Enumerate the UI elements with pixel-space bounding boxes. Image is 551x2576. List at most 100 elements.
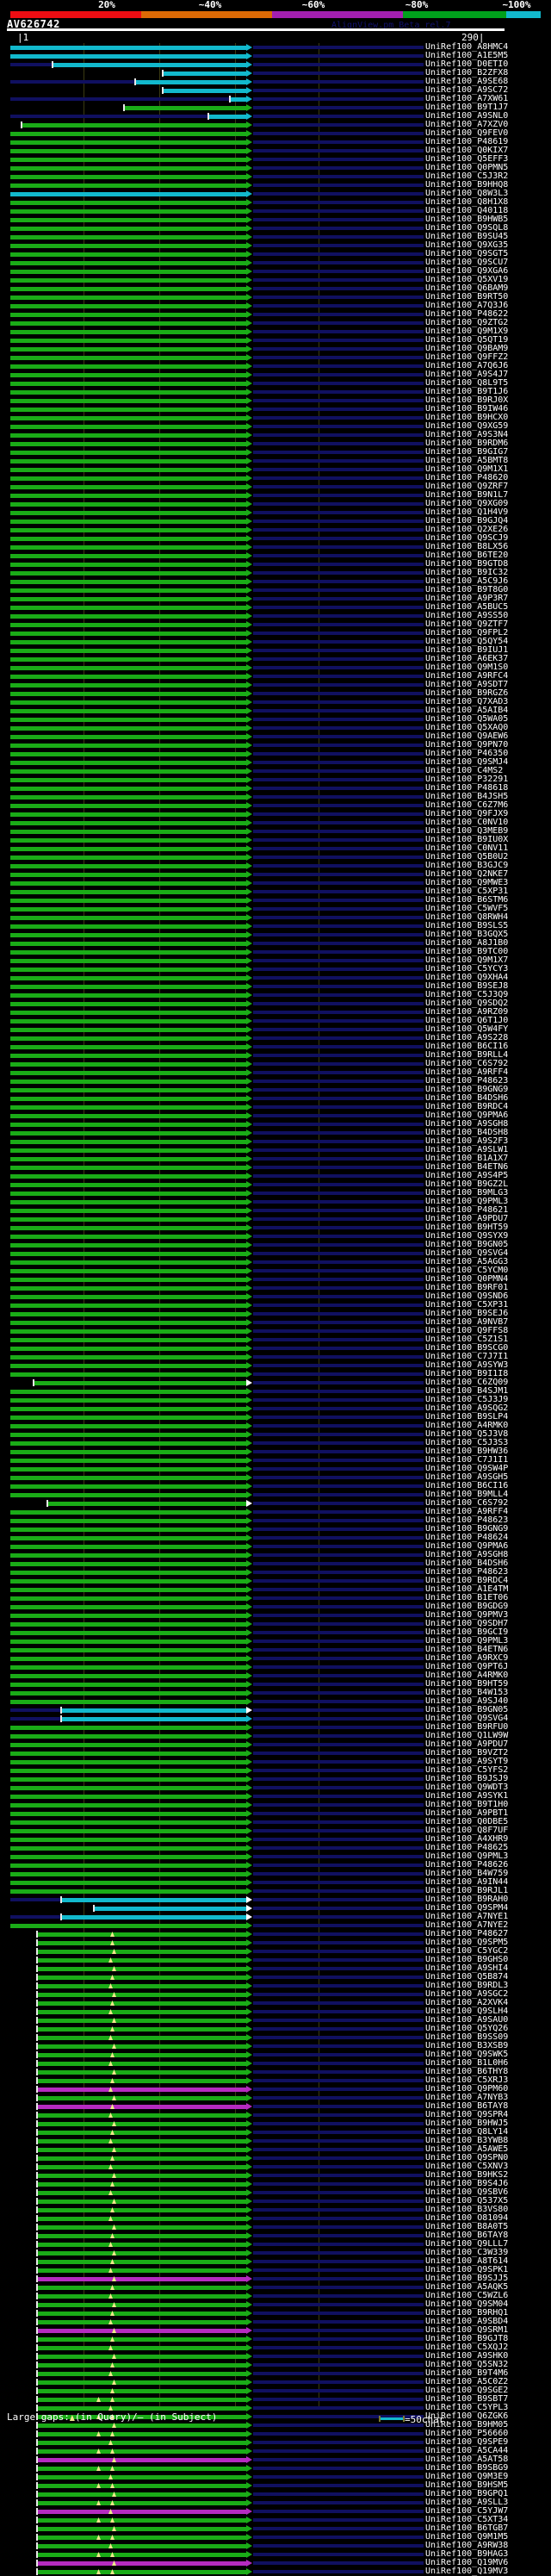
hit-row[interactable]: UniRef100_B9SS09 xyxy=(0,2033,551,2042)
hit-id-label[interactable]: UniRef100_B4ETN6 xyxy=(425,1162,509,1172)
hsp-bar[interactable] xyxy=(164,72,246,76)
hit-id-label[interactable]: UniRef100_C5YGC2 xyxy=(425,1946,509,1956)
hit-row[interactable]: UniRef100_Q9SDQ2 xyxy=(0,999,551,1008)
hsp-bar[interactable] xyxy=(10,1665,246,1670)
hit-id-label[interactable]: UniRef100_B9GNG9 xyxy=(425,1524,509,1534)
hsp-bar[interactable] xyxy=(10,1243,246,1248)
hsp-bar[interactable] xyxy=(38,2010,246,2014)
hsp-bar[interactable] xyxy=(10,451,246,455)
hsp-bar[interactable] xyxy=(38,2561,246,2566)
hit-row[interactable]: UniRef100_A9SLW1 xyxy=(0,1146,551,1154)
hit-row[interactable]: UniRef100_B9HT59 xyxy=(0,1223,551,1232)
hsp-bar[interactable] xyxy=(38,2079,246,2083)
hit-row[interactable]: UniRef100_A7XZV0 xyxy=(0,121,551,129)
hit-row[interactable]: UniRef100_B9TC00 xyxy=(0,948,551,956)
hit-row[interactable]: UniRef100_C5YFS2 xyxy=(0,1766,551,1775)
hit-row[interactable]: UniRef100_B4JSH5 xyxy=(0,793,551,801)
hit-row[interactable]: UniRef100_A9IN44 xyxy=(0,1878,551,1887)
hit-row[interactable]: UniRef100_Q19MV3 xyxy=(0,2567,551,2576)
hit-id-label[interactable]: UniRef100_B2ZFX8 xyxy=(425,68,509,78)
hit-row[interactable]: UniRef100_Q9SVG4 xyxy=(0,1714,551,1723)
hit-row[interactable]: UniRef100_B6THY8 xyxy=(0,2068,551,2076)
hsp-bar[interactable] xyxy=(38,2320,246,2324)
hit-id-label[interactable]: UniRef100_B9GTD8 xyxy=(425,559,509,569)
hit-id-label[interactable]: UniRef100_B9SBT7 xyxy=(425,2394,509,2404)
hsp-bar[interactable] xyxy=(10,1183,246,1187)
hit-id-label[interactable]: UniRef100_A7Q3J6 xyxy=(425,301,509,310)
hsp-bar[interactable] xyxy=(10,1545,246,1549)
hit-row[interactable]: UniRef100_B9HCX0 xyxy=(0,414,551,422)
hsp-bar[interactable] xyxy=(38,2286,246,2290)
hit-row[interactable]: UniRef100_P46350 xyxy=(0,750,551,758)
hit-id-label[interactable]: UniRef100_B9SU45 xyxy=(425,232,509,241)
hit-id-label[interactable]: UniRef100_C5YCM0 xyxy=(425,1266,509,1275)
hit-row[interactable]: UniRef100_B9GJT8 xyxy=(0,2335,551,2343)
hsp-bar[interactable] xyxy=(38,2380,246,2385)
hit-row[interactable]: UniRef100_C5XP31 xyxy=(0,887,551,896)
hsp-bar[interactable] xyxy=(10,588,246,593)
hit-id-label[interactable]: UniRef100_Q9BAM9 xyxy=(425,344,509,353)
hit-id-label[interactable]: UniRef100_B3GQX5 xyxy=(425,930,509,939)
hit-row[interactable]: UniRef100_Q5XAQ0 xyxy=(0,724,551,732)
hit-row[interactable]: UniRef100_Q8W3L3 xyxy=(0,190,551,198)
hit-row[interactable]: UniRef100_B6CI16 xyxy=(0,1042,551,1051)
hit-id-label[interactable]: UniRef100_C5YCY3 xyxy=(425,964,509,974)
hsp-bar[interactable] xyxy=(38,2510,246,2514)
hsp-bar[interactable] xyxy=(10,675,246,679)
hit-row[interactable]: UniRef100_P48618 xyxy=(0,784,551,793)
hit-id-label[interactable]: UniRef100_P48624 xyxy=(425,1533,509,1542)
hit-row[interactable]: UniRef100_P48627 xyxy=(0,1930,551,1938)
hit-id-label[interactable]: UniRef100_Q5YQ26 xyxy=(425,2024,509,2033)
hsp-bar[interactable] xyxy=(10,907,246,912)
hsp-bar[interactable] xyxy=(38,2234,246,2238)
hit-row[interactable]: UniRef100_A9SYW3 xyxy=(0,1361,551,1370)
hit-row[interactable]: UniRef100_Q1H4V9 xyxy=(0,508,551,517)
hit-row[interactable]: UniRef100_Q9PMA6 xyxy=(0,1111,551,1120)
hsp-bar[interactable] xyxy=(10,1372,246,1377)
hit-row[interactable]: UniRef100_Q9SW4P xyxy=(0,1465,551,1473)
hsp-bar[interactable] xyxy=(10,442,246,446)
hit-id-label[interactable]: UniRef100_B9MLL4 xyxy=(425,1490,509,1499)
hit-row[interactable]: UniRef100_C0NV11 xyxy=(0,844,551,853)
hit-id-label[interactable]: UniRef100_Q9PMV3 xyxy=(425,1610,509,1620)
hit-id-label[interactable]: UniRef100_B9RDC4 xyxy=(425,1102,509,1111)
hit-id-label[interactable]: UniRef100_B9GJQ4 xyxy=(425,516,509,526)
hit-id-label[interactable]: UniRef100_A9S2F3 xyxy=(425,1136,509,1146)
hit-id-label[interactable]: UniRef100_Q5W4FY xyxy=(425,1024,509,1034)
hsp-bar[interactable] xyxy=(10,968,246,972)
hit-id-label[interactable]: UniRef100_C5XQJ2 xyxy=(425,2343,509,2352)
hit-id-label[interactable]: UniRef100_B9GJT8 xyxy=(425,2334,509,2343)
hsp-bar[interactable] xyxy=(10,769,246,774)
hit-row[interactable]: UniRef100_B9HWB5 xyxy=(0,215,551,224)
hit-id-label[interactable]: UniRef100_B9SCG0 xyxy=(425,1343,509,1353)
hit-id-label[interactable]: UniRef100_C6S792 xyxy=(425,1498,509,1508)
hsp-bar[interactable] xyxy=(10,976,246,980)
hsp-bar[interactable] xyxy=(38,2355,246,2359)
hsp-bar[interactable] xyxy=(38,2415,246,2419)
hit-row[interactable]: UniRef100_B6TAY8 xyxy=(0,2231,551,2240)
hit-row[interactable]: UniRef100_Q6BAM9 xyxy=(0,284,551,293)
hsp-bar[interactable] xyxy=(10,1407,246,1411)
hit-id-label[interactable]: UniRef100_B9RJ0X xyxy=(425,395,509,405)
hsp-bar[interactable] xyxy=(10,744,246,748)
hsp-bar[interactable] xyxy=(10,1329,246,1334)
hsp-bar[interactable] xyxy=(10,692,246,696)
hit-row[interactable]: UniRef100_B9RT50 xyxy=(0,293,551,302)
hsp-bar[interactable] xyxy=(10,313,246,317)
hit-id-label[interactable]: UniRef100_Q8LY14 xyxy=(425,2127,509,2137)
hit-id-label[interactable]: UniRef100_B9T1J7 xyxy=(425,103,509,112)
hit-row[interactable]: UniRef100_A7Q6J6 xyxy=(0,362,551,370)
hit-id-label[interactable]: UniRef100_B1A1X7 xyxy=(425,1154,509,1163)
hit-id-label[interactable]: UniRef100_Q9SPE9 xyxy=(425,2437,509,2447)
hsp-bar[interactable] xyxy=(38,2165,246,2169)
hit-row[interactable]: UniRef100_D0ETI0 xyxy=(0,60,551,69)
hit-row[interactable]: UniRef100_C5WZL6 xyxy=(0,2292,551,2300)
hsp-bar[interactable] xyxy=(10,1390,246,1394)
hsp-bar[interactable] xyxy=(10,1588,246,1592)
hit-id-label[interactable]: UniRef100_B9RLL4 xyxy=(425,1050,509,1060)
hit-id-label[interactable]: UniRef100_B9GZ2L xyxy=(425,1179,509,1189)
hsp-bar[interactable] xyxy=(10,1484,246,1489)
hsp-bar[interactable] xyxy=(10,476,246,481)
hit-row[interactable]: UniRef100_Q9AEW6 xyxy=(0,732,551,741)
hit-id-label[interactable]: UniRef100_Q5B874 xyxy=(425,1972,509,1982)
